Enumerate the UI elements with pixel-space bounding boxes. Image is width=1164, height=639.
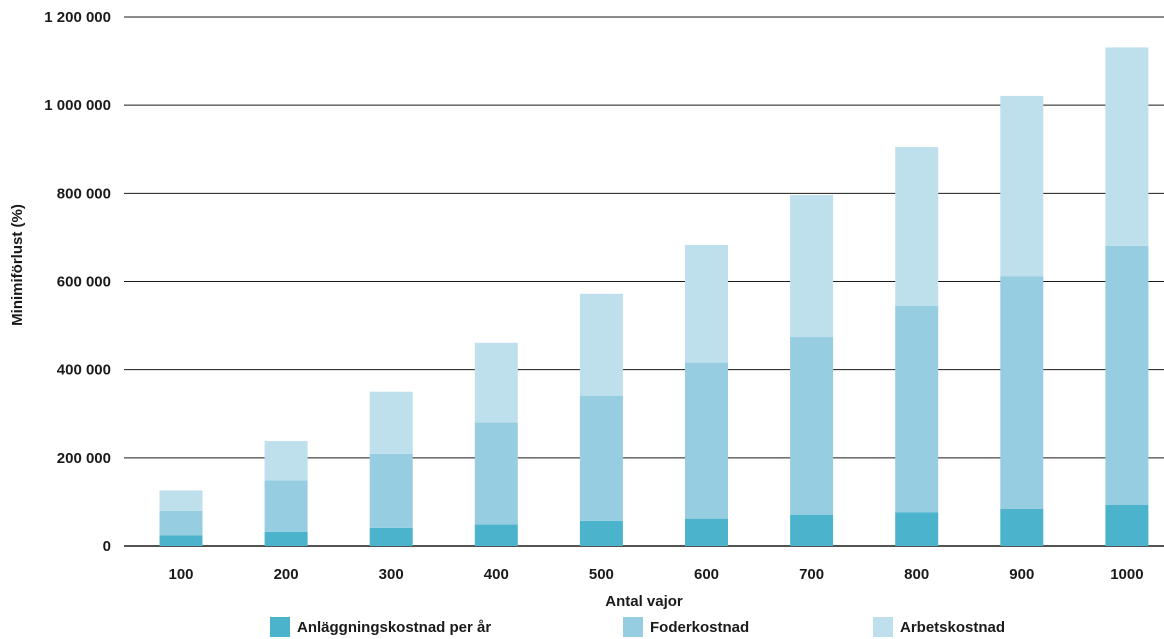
bar-segment <box>264 480 308 532</box>
legend-label: Arbetskostnad <box>900 618 1006 636</box>
y-tick-label: 1 200 000 <box>44 9 111 26</box>
bar-segment <box>685 244 728 363</box>
x-tick-label: 1000 <box>1110 566 1143 583</box>
bar-segment <box>159 535 203 546</box>
bar-segment <box>685 362 728 519</box>
bar-segment <box>474 524 518 546</box>
x-tick-label: 800 <box>904 566 929 583</box>
bar-segment <box>1105 505 1149 546</box>
bar-segment <box>159 490 203 511</box>
bar-segment <box>790 514 834 546</box>
x-tick-label: 100 <box>168 566 193 583</box>
y-tick-label: 400 000 <box>57 362 111 379</box>
bar-segment <box>579 293 623 396</box>
bar-segment <box>1000 508 1044 546</box>
x-axis-title: Antal vajor <box>605 593 683 610</box>
y-tick-label: 800 000 <box>57 185 111 202</box>
bar-segment <box>790 337 834 515</box>
bar-segment <box>1105 47 1149 246</box>
x-tick-label: 600 <box>694 566 719 583</box>
y-tick-label: 0 <box>103 538 111 555</box>
legend-label: Anläggningskostnad per år <box>297 618 492 636</box>
bar-segment <box>895 147 939 306</box>
bar-segment <box>369 453 413 528</box>
legend-item-anlaggningskostnad: Anläggningskostnad per år <box>270 617 491 637</box>
bar-segment <box>1105 245 1149 506</box>
bar-segment <box>579 520 623 546</box>
bar-segment <box>685 518 728 546</box>
legend-label: Foderkostnad <box>650 618 750 636</box>
bar-segment <box>1000 276 1044 509</box>
bar-segment <box>369 391 413 454</box>
legend: Anläggningskostnad per år Foderkostnad A… <box>0 617 1164 639</box>
y-tick-label: 200 000 <box>57 450 111 467</box>
bar-segment <box>474 422 518 525</box>
x-tick-label: 200 <box>274 566 299 583</box>
bar-segment <box>159 510 203 536</box>
y-tick-label: 1 000 000 <box>44 97 111 114</box>
y-axis-title: Minimiförlust (%) <box>9 204 26 326</box>
bar-segment <box>369 527 413 546</box>
bar-segment <box>264 441 308 481</box>
bars <box>159 47 1149 546</box>
legend-item-foderkostnad: Foderkostnad <box>623 617 749 637</box>
bar-segment <box>264 531 308 546</box>
bar-segment <box>895 305 939 513</box>
x-tick-label: 300 <box>379 566 404 583</box>
legend-swatch <box>270 617 290 637</box>
y-axis-ticks: 0 200 000 400 000 600 000 800 000 1 000 000 1 … <box>44 9 111 555</box>
legend-swatch <box>873 617 893 637</box>
bar-segment <box>474 342 518 423</box>
x-tick-label: 900 <box>1009 566 1034 583</box>
bar-segment <box>579 395 623 521</box>
x-tick-label: 700 <box>799 566 824 583</box>
legend-item-arbetskostnad: Arbetskostnad <box>873 617 1005 637</box>
legend-swatch <box>623 617 643 637</box>
bar-segment <box>790 195 834 338</box>
y-tick-label: 600 000 <box>57 274 111 291</box>
x-tick-label: 500 <box>589 566 614 583</box>
x-axis-ticks: 100 200 300 400 500 600 700 800 900 1000 <box>168 566 1143 583</box>
bar-segment <box>1000 95 1044 277</box>
x-tick-label: 400 <box>484 566 509 583</box>
bar-segment <box>895 512 939 546</box>
